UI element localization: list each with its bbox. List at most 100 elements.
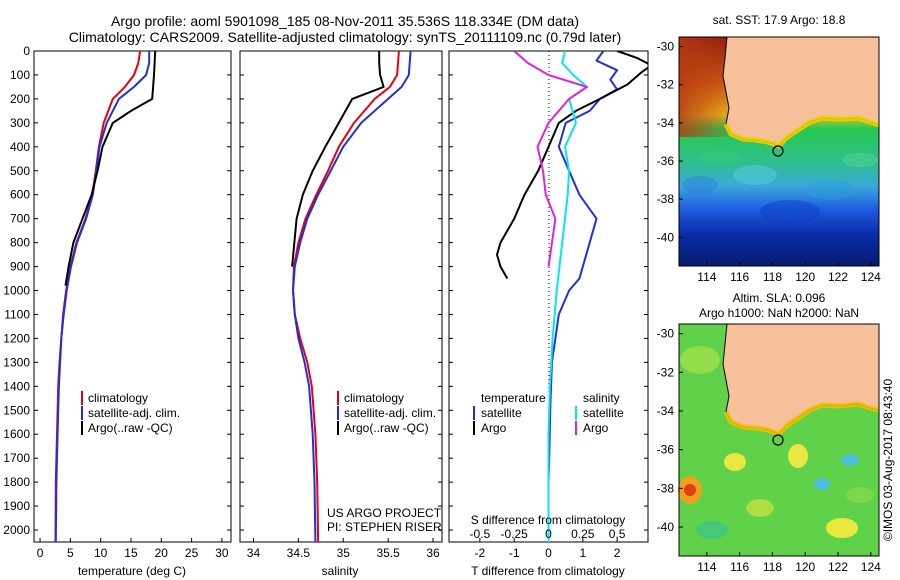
- difference-xlabel: T difference from climatology: [471, 564, 625, 578]
- difference-legend: temperature salinity satellite Argo sate…: [473, 391, 624, 435]
- salinity-legend: climatology satellite-adj. clim. Argo(..…: [337, 391, 436, 435]
- lon-tick-label: 124: [861, 560, 881, 574]
- imos-watermark: ©IMOS 03-Aug-2017 08:43:40: [881, 379, 895, 542]
- temperature-legend: climatology satellite-adj. clim. Argo(..…: [81, 391, 180, 435]
- difference-series: [496, 51, 648, 542]
- legend-label-t-argo: Argo: [481, 421, 507, 435]
- sla-map-title-2: Argo h1000: NaN h2000: NaN: [699, 306, 859, 320]
- salinity-depth-ticks: [240, 50, 442, 531]
- depth-tick-label: 1000: [3, 284, 30, 298]
- lon-tick-label: 124: [861, 270, 881, 284]
- depth-tick-label: 1500: [3, 403, 30, 417]
- depth-tick-label: 1900: [3, 499, 30, 513]
- lat-tick-label: -38: [657, 192, 675, 206]
- depth-tick-label: 1300: [3, 355, 30, 369]
- lat-tick-label: -36: [657, 154, 675, 168]
- x-tick-label: 34: [247, 546, 261, 560]
- lat-tick-label: -32: [657, 78, 675, 92]
- lon-tick-label: 122: [828, 270, 848, 284]
- lat-tick-label: -34: [657, 116, 675, 130]
- depth-tick-label: 2000: [3, 523, 30, 537]
- legend-label-argo: Argo(..raw -QC): [344, 421, 429, 435]
- lon-tick-label: 122: [828, 560, 848, 574]
- lat-tick-label: -38: [657, 481, 675, 495]
- series-line-satellite-adj-clim-: [292, 51, 412, 542]
- temperature-panel: 0100200300400500600700800900100011001200…: [3, 44, 232, 578]
- s-difference-tick-label: 0: [545, 527, 552, 541]
- x-tick-label: 20: [155, 546, 169, 560]
- depth-tick-label: 600: [10, 188, 30, 202]
- legend-label-s-argo: Argo: [583, 421, 609, 435]
- temperature-axes-frame: [33, 50, 232, 543]
- sst-map-title: sat. SST: 17.9 Argo: 18.8: [713, 13, 846, 27]
- series-line-argo-raw-qc-: [291, 51, 385, 267]
- sla-coastal-band: [723, 401, 880, 437]
- temperature-x-axis: 0 5 10 15 20 25 30: [37, 538, 229, 560]
- salinity-axes-frame: [239, 50, 443, 543]
- depth-tick-label: 1400: [3, 379, 30, 393]
- sla-lat-axis: -30 -32 -34 -36 -38 -40: [657, 327, 683, 534]
- lon-tick-label: 118: [763, 270, 782, 284]
- depth-tick-label: 300: [10, 116, 30, 130]
- depth-tick-label: 100: [10, 68, 30, 82]
- series-line-temperature-satellite: [547, 51, 619, 542]
- difference-depth-ticks: [449, 50, 648, 531]
- x-tick-label: 34.5: [287, 546, 311, 560]
- lat-tick-label: -30: [657, 40, 675, 54]
- temperature-series: [54, 51, 157, 542]
- x-tick-label: 1: [579, 546, 586, 560]
- x-tick-label: 25: [185, 546, 199, 560]
- lon-tick-label: 116: [730, 270, 749, 284]
- depth-tick-label: 400: [10, 140, 30, 154]
- sst-coastal-warm-band: [723, 115, 880, 149]
- depth-tick-label: 1200: [3, 331, 30, 345]
- depth-tick-label: 1600: [3, 427, 30, 441]
- lat-tick-label: -36: [657, 443, 675, 457]
- salinity-x-axis: 34 34.5 35 35.5 36: [247, 538, 440, 560]
- lon-tick-label: 120: [795, 560, 815, 574]
- depth-tick-label: 1100: [4, 307, 30, 321]
- depth-tick-label: 700: [10, 212, 30, 226]
- depth-tick-label: 0: [23, 44, 30, 58]
- header-line-1: Argo profile: aoml 5901098_185 08-Nov-20…: [111, 13, 579, 29]
- x-tick-label: 2: [614, 546, 621, 560]
- legend-title-temperature: temperature: [481, 391, 546, 405]
- x-tick-label: 35: [337, 546, 351, 560]
- x-tick-label: 15: [124, 546, 138, 560]
- legend-label-satellite: satellite-adj. clim.: [88, 406, 180, 420]
- s-difference-label: S difference from climatology: [471, 513, 626, 527]
- series-line-satellite-adj-clim-: [54, 51, 151, 542]
- legend-label-t-satellite: satellite: [481, 406, 522, 420]
- x-tick-label: 0: [545, 546, 552, 560]
- salinity-series: [291, 51, 412, 542]
- sst-lon-axis: 114 116 118 120 122 124: [697, 262, 881, 284]
- depth-axis: 0 100 200 300 400 500 600 700 800 900 1000 1100 1200…: [3, 44, 231, 537]
- x-tick-label: 10: [94, 546, 108, 560]
- x-tick-label: -1: [509, 546, 520, 560]
- lat-tick-label: -40: [657, 520, 675, 534]
- series-line-salinity-satellite: [547, 51, 588, 542]
- x-tick-label: 30: [215, 546, 229, 560]
- sst-texture: [682, 150, 878, 224]
- x-tick-label: 0: [37, 546, 44, 560]
- salinity-panel: 34 34.5 35 35.5 36 salinity climatology sate…: [239, 50, 443, 578]
- depth-tick-label: 1800: [3, 475, 30, 489]
- lon-tick-label: 116: [730, 560, 749, 574]
- lat-tick-label: -34: [657, 404, 675, 418]
- legend-label-argo: Argo(..raw -QC): [88, 421, 173, 435]
- s-difference-tick-label: 0.5: [609, 527, 626, 541]
- legend-label-satellite: satellite-adj. clim.: [344, 406, 436, 420]
- sla-map-title-1: Altim. SLA: 0.096: [733, 291, 826, 305]
- legend-label-climatology: climatology: [88, 391, 148, 405]
- lon-tick-label: 114: [697, 270, 716, 284]
- sst-argo-location-marker: [772, 145, 784, 157]
- s-difference-tick-label: -0.25: [501, 527, 529, 541]
- x-tick-label: 35.5: [376, 546, 400, 560]
- sla-anomaly-blobs: [678, 346, 874, 539]
- credit-pi: PI: STEPHEN RISER: [327, 520, 442, 534]
- s-difference-axis: -0.5 -0.25 0 0.25 0.5: [470, 527, 626, 541]
- depth-tick-label: 1700: [3, 451, 30, 465]
- lon-tick-label: 114: [697, 560, 716, 574]
- header-line-2: Climatology: CARS2009. Satellite-adjuste…: [69, 29, 622, 45]
